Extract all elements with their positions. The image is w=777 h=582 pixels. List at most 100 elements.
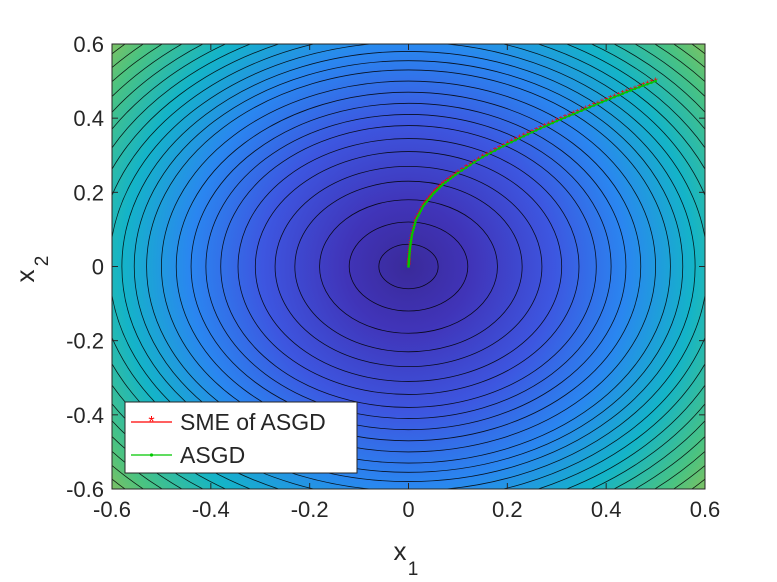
series-asgd-point [460,169,464,172]
series-asgd-point [534,129,538,132]
series-asgd-point [449,177,452,180]
series-asgd-point [526,132,530,136]
series-asgd-point [555,119,559,123]
series-asgd-point [418,211,421,215]
x-tick-label: 0.6 [690,497,721,522]
series-asgd-point [446,179,450,182]
series-asgd-point [543,125,546,128]
contour-line [254,151,563,382]
series-asgd-point [413,221,417,224]
series-asgd-point [571,112,575,116]
contour-line [133,60,684,473]
series-asgd-point [477,158,480,162]
contour-line [161,80,656,453]
series-asgd-point [425,200,428,204]
series-asgd-point [436,187,440,191]
series-asgd-point [559,118,563,121]
y-tick-label: -0.6 [66,477,104,502]
contour-line [175,91,642,442]
series-asgd-point [600,100,604,104]
series-asgd-point [547,123,550,127]
series-asgd-point [633,87,637,91]
series-asgd-point [417,214,420,217]
series-asgd-point [551,121,554,125]
series-asgd-point [456,171,460,175]
series-asgd-point [650,81,653,84]
series-asgd-point [629,89,633,92]
contour-line [319,199,498,334]
series-asgd-point [444,181,447,184]
x-axis-label-subscript: 1 [408,559,419,580]
series-asgd-point [428,196,432,200]
series-asgd-point [588,105,591,109]
contour-line [348,221,469,312]
series-asgd-point [411,228,415,232]
series-asgd-point [617,94,620,97]
series-asgd-point [641,84,645,88]
x-axis-label: x 1 [394,536,419,580]
series-asgd-point [409,242,412,245]
series-asgd-point [530,130,534,134]
x-tick-label: 0.4 [591,497,622,522]
x-tick-label: 0.2 [492,497,523,522]
series-asgd-point [413,223,416,227]
series-asgd-point [422,204,425,208]
y-axis-label-subscript: 2 [32,256,53,267]
legend-sme-marker: * [148,414,154,431]
x-tick-label: -0.6 [93,497,131,522]
series-asgd-point [433,190,437,194]
series-asgd-point [481,155,484,159]
series-asgd-point [454,173,457,177]
legend-box [124,401,358,474]
x-tick-label: 0 [402,497,414,522]
series-asgd-point [608,97,612,100]
y-tick-label: 0.6 [73,32,104,57]
y-tick-label: -0.2 [66,329,104,354]
contour-line [190,102,627,431]
series-asgd-point [410,233,414,237]
contour-line [146,69,671,464]
series-asgd-point [510,140,513,144]
contour-line [274,165,543,368]
series-asgd-point [485,153,489,157]
series-asgd-point [420,207,424,210]
legend-entry-sme: * SME of ASGD [131,409,326,435]
x-axis-label-text: x [394,536,407,566]
series-asgd-point [473,161,476,164]
series-asgd-point [493,149,497,152]
contour-line [205,114,612,419]
series-asgd-point [538,127,542,130]
series-asgd-point [604,99,608,102]
series-asgd-point [431,192,435,196]
contour-line [220,125,597,408]
series-asgd-point [451,175,455,179]
series-asgd-point [621,92,624,95]
series-asgd-point [409,240,413,243]
series-asgd-point [430,194,433,198]
series-asgd-point [419,209,423,213]
series-asgd-point [440,184,443,188]
series-asgd-point [411,231,414,234]
y-axis-label: x 2 [10,256,53,283]
series-asgd-point [514,138,517,142]
legend-asgd-label: ASGD [180,442,245,468]
y-tick-label: 0.2 [73,180,104,205]
series-asgd-point [654,79,657,83]
contour-line [121,51,696,482]
series-asgd-point [580,109,583,113]
y-tick-label: 0 [92,255,104,280]
legend-entry-asgd: ASGD [131,442,245,468]
series-asgd-point [567,114,571,118]
series-asgd-point [518,136,521,140]
series-asgd-point [409,244,412,248]
series-asgd-point [592,104,596,107]
series-asgd-point [637,85,641,89]
series-asgd-point [468,163,472,167]
series-asgd-point [489,151,493,155]
series-asgd-point [435,189,438,192]
y-tick-label: -0.4 [66,403,104,428]
series-asgd-point [576,111,579,114]
series-asgd-point [522,134,526,138]
contour-line [237,138,580,395]
